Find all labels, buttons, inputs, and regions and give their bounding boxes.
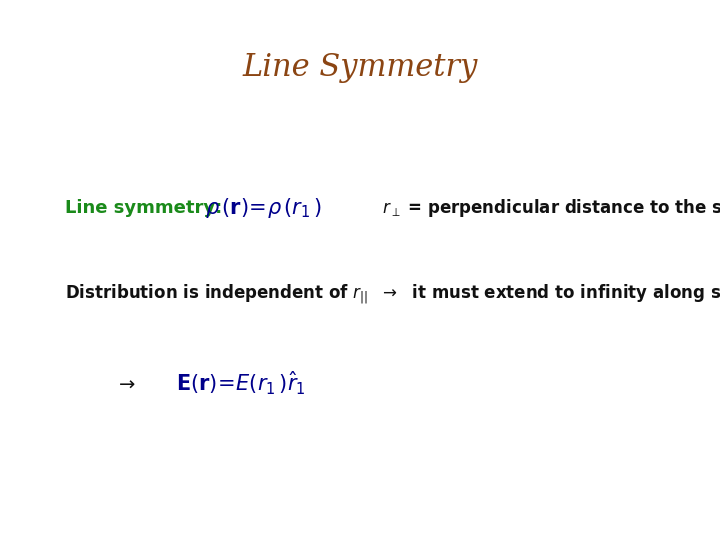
Text: Line symmetry:: Line symmetry: [65, 199, 222, 217]
Text: $\mathbf{E}(\mathbf{r})\!=\!E(r_1\,)\hat{r}_1$: $\mathbf{E}(\mathbf{r})\!=\!E(r_1\,)\hat… [176, 370, 306, 397]
Text: $\rho\,(\mathbf{r})\!=\!\rho\,(r_1\,)$: $\rho\,(\mathbf{r})\!=\!\rho\,(r_1\,)$ [205, 196, 323, 220]
Text: $r_{\perp}$ = perpendicular distance to the symm. axis.: $r_{\perp}$ = perpendicular distance to … [382, 197, 720, 219]
Text: $\rightarrow$: $\rightarrow$ [115, 374, 137, 393]
Text: Line Symmetry: Line Symmetry [243, 52, 477, 83]
Text: Distribution is independent of $r_{\mathit{||}}$  $\rightarrow$  it must extend : Distribution is independent of $r_{\math… [65, 283, 720, 306]
